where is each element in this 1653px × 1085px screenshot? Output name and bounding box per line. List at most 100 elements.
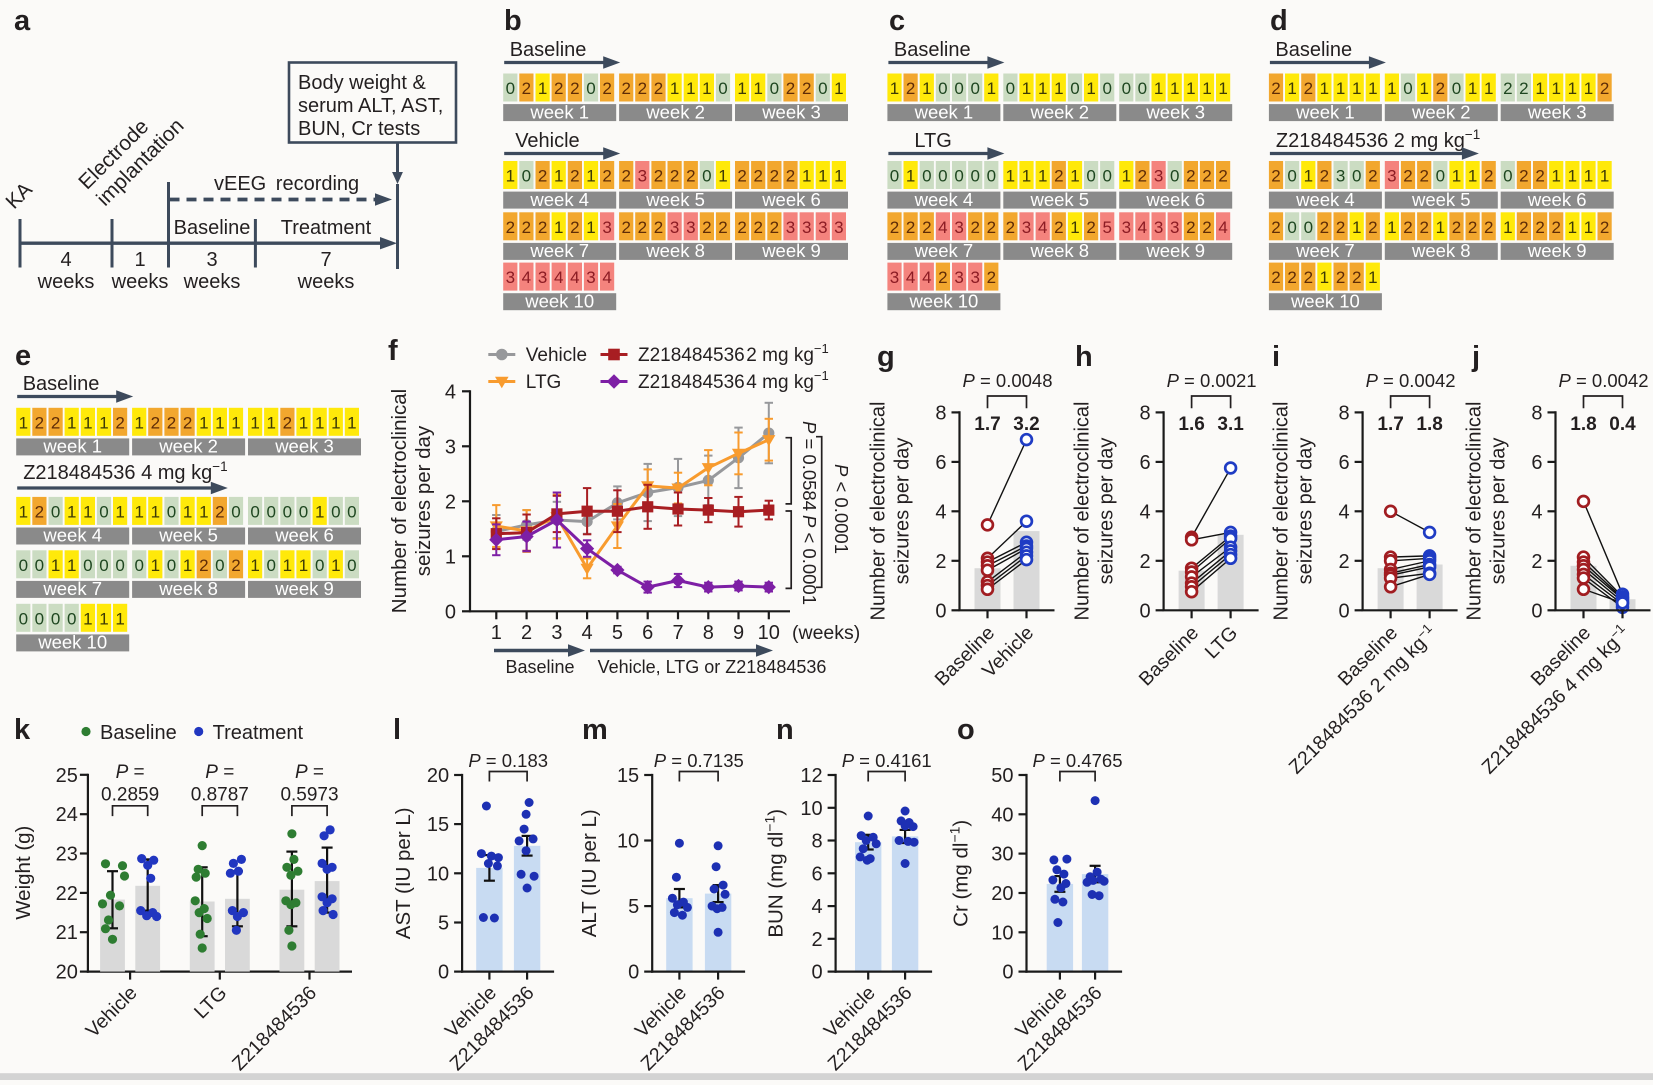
- svg-text:f: f: [388, 335, 398, 367]
- svg-text:week 6: week 6: [1145, 189, 1205, 210]
- svg-text:2: 2: [1551, 218, 1560, 237]
- svg-text:2: 2: [811, 929, 822, 951]
- svg-text:3: 3: [1170, 218, 1179, 237]
- svg-text:5: 5: [628, 896, 639, 918]
- svg-text:4: 4: [60, 249, 71, 271]
- svg-text:0: 0: [347, 556, 356, 575]
- svg-text:1: 1: [1568, 218, 1577, 237]
- svg-text:week 1: week 1: [1295, 101, 1355, 122]
- svg-text:6: 6: [935, 452, 946, 474]
- svg-text:P = 0.183: P = 0.183: [468, 750, 548, 771]
- svg-text:20: 20: [56, 962, 78, 984]
- svg-text:0: 0: [266, 556, 275, 575]
- svg-text:P =: P =: [295, 762, 324, 783]
- svg-text:P = 0.0584: P = 0.0584: [799, 421, 820, 511]
- svg-text:4: 4: [1338, 501, 1349, 523]
- svg-text:2: 2: [1218, 167, 1227, 186]
- svg-text:1: 1: [702, 79, 711, 98]
- svg-text:1: 1: [183, 556, 192, 575]
- svg-text:3: 3: [970, 268, 979, 287]
- svg-text:P = 0.0042: P = 0.0042: [1558, 370, 1648, 391]
- svg-text:seizures per day: seizures per day: [1488, 438, 1510, 585]
- svg-text:Number of electroclinical: Number of electroclinical: [868, 402, 890, 621]
- svg-text:2: 2: [283, 413, 292, 432]
- svg-text:0: 0: [99, 503, 108, 522]
- svg-text:1: 1: [554, 167, 563, 186]
- svg-text:2: 2: [938, 268, 947, 287]
- svg-text:1: 1: [1584, 218, 1593, 237]
- svg-text:Body weight &: Body weight &: [298, 72, 427, 94]
- svg-text:3: 3: [818, 218, 827, 237]
- svg-text:2: 2: [935, 551, 946, 573]
- svg-text:6: 6: [1531, 452, 1542, 474]
- svg-text:2: 2: [51, 413, 60, 432]
- svg-text:0: 0: [702, 167, 711, 186]
- svg-text:8: 8: [935, 402, 946, 424]
- svg-text:BUN, Cr tests: BUN, Cr tests: [298, 118, 420, 140]
- svg-text:4: 4: [906, 268, 915, 287]
- svg-text:2: 2: [922, 218, 931, 237]
- svg-text:0: 0: [347, 503, 356, 522]
- svg-text:2: 2: [538, 218, 547, 237]
- svg-text:3: 3: [206, 249, 217, 271]
- svg-text:0: 0: [506, 79, 515, 98]
- svg-text:2: 2: [906, 79, 915, 98]
- svg-text:0: 0: [522, 167, 531, 186]
- svg-text:Z218484536 2 mg kg−1: Z218484536 2 mg kg−1: [1276, 127, 1480, 152]
- svg-text:4: 4: [570, 268, 579, 287]
- svg-text:1: 1: [115, 503, 124, 522]
- svg-text:m: m: [582, 714, 608, 746]
- svg-text:2: 2: [1006, 218, 1015, 237]
- svg-text:1: 1: [1086, 79, 1095, 98]
- svg-text:ALT (IU per L): ALT (IU per L): [578, 809, 601, 937]
- svg-text:4: 4: [922, 268, 931, 287]
- svg-text:0: 0: [438, 962, 449, 984]
- svg-text:2: 2: [1054, 218, 1063, 237]
- svg-text:0.4: 0.4: [1609, 414, 1636, 435]
- svg-text:1: 1: [906, 167, 915, 186]
- svg-text:0: 0: [970, 167, 979, 186]
- svg-text:40: 40: [991, 804, 1013, 826]
- svg-text:a: a: [14, 5, 31, 37]
- svg-text:2: 2: [1531, 551, 1542, 573]
- svg-text:seizures per day: seizures per day: [1096, 438, 1118, 585]
- svg-text:1.8: 1.8: [1416, 414, 1442, 435]
- svg-text:20: 20: [991, 883, 1013, 905]
- svg-text:Cr (mg dl−1): Cr (mg dl−1): [947, 820, 973, 927]
- svg-text:1: 1: [1419, 79, 1428, 98]
- svg-text:0.5973: 0.5973: [280, 785, 338, 806]
- svg-text:2: 2: [522, 79, 531, 98]
- svg-text:Vehicle: Vehicle: [515, 130, 580, 152]
- svg-text:week 4: week 4: [42, 525, 102, 546]
- svg-text:50: 50: [991, 765, 1013, 787]
- svg-text:1: 1: [83, 503, 92, 522]
- svg-text:2: 2: [670, 167, 679, 186]
- svg-text:1: 1: [922, 79, 931, 98]
- svg-text:2: 2: [654, 79, 663, 98]
- svg-text:0: 0: [35, 556, 44, 575]
- svg-text:2: 2: [554, 79, 563, 98]
- svg-text:0: 0: [83, 556, 92, 575]
- svg-text:vEEG recording: vEEG recording: [214, 173, 359, 195]
- svg-text:3: 3: [1154, 218, 1163, 237]
- svg-text:weeks: weeks: [37, 271, 95, 293]
- svg-text:1: 1: [586, 218, 595, 237]
- svg-text:0: 0: [987, 167, 996, 186]
- svg-text:LTG: LTG: [914, 130, 951, 152]
- svg-text:0: 0: [954, 167, 963, 186]
- svg-text:0: 0: [115, 556, 124, 575]
- svg-text:4: 4: [1531, 501, 1542, 523]
- svg-text:3.1: 3.1: [1217, 414, 1244, 435]
- svg-text:2: 2: [737, 218, 746, 237]
- svg-text:0: 0: [770, 79, 779, 98]
- svg-text:2: 2: [686, 167, 695, 186]
- svg-text:1: 1: [1154, 79, 1163, 98]
- svg-text:week 8: week 8: [1411, 240, 1471, 261]
- svg-text:5: 5: [612, 622, 623, 644]
- svg-text:week 9: week 9: [274, 578, 334, 599]
- svg-text:3: 3: [551, 622, 562, 644]
- svg-text:1: 1: [1551, 79, 1560, 98]
- svg-text:AST (IU per L): AST (IU per L): [392, 807, 415, 939]
- svg-text:2: 2: [1368, 167, 1377, 186]
- svg-text:0: 0: [315, 556, 324, 575]
